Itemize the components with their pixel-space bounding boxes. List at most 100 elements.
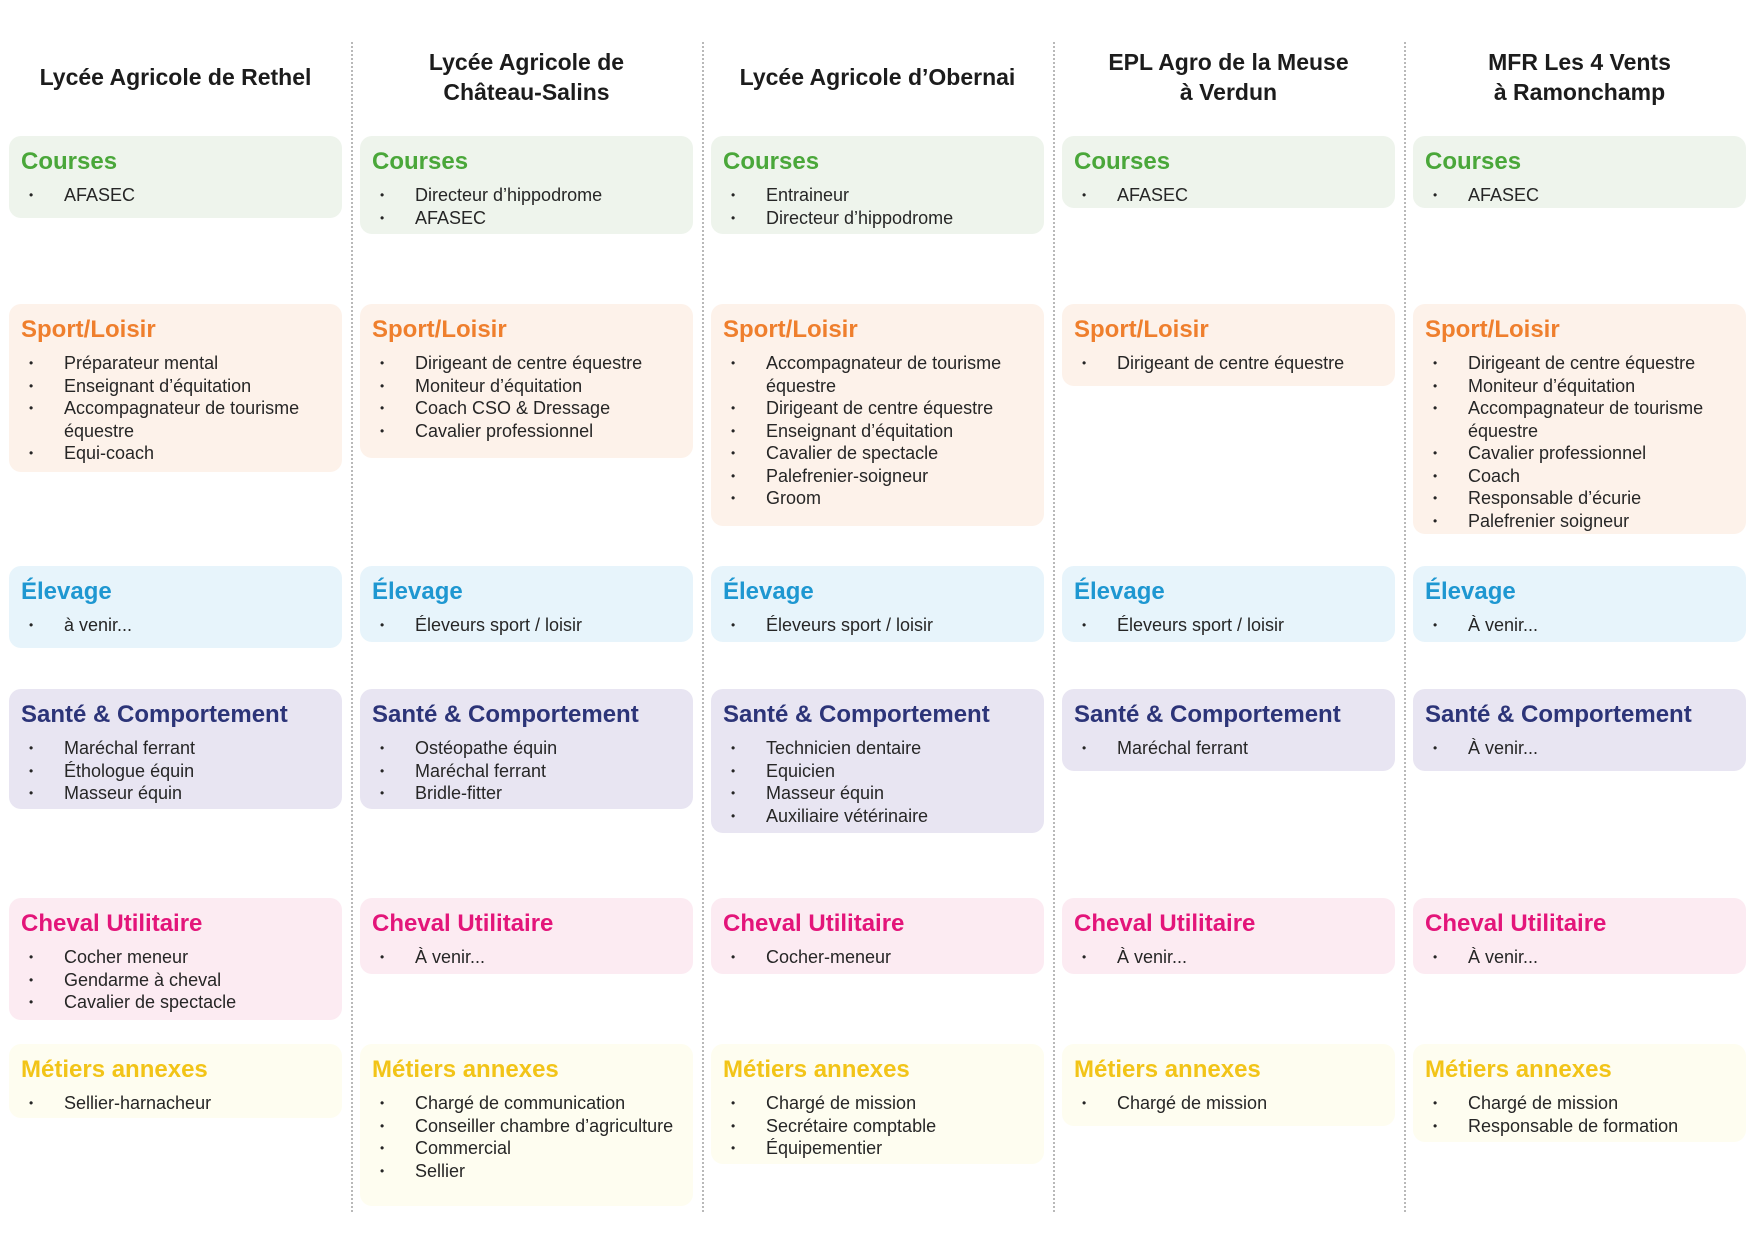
list-item: Conseiller chambre d’agriculture bbox=[380, 1115, 681, 1138]
list-item: Entraineur bbox=[731, 184, 1032, 207]
list-item: Maréchal ferrant bbox=[29, 737, 330, 760]
list-item: Directeur d’hippodrome bbox=[380, 184, 681, 207]
card-cheval-utilitaire: Cheval Utilitaire Cocher-meneur bbox=[711, 898, 1044, 974]
card-title-sport-loisir: Sport/Loisir bbox=[723, 316, 858, 343]
card-cheval-utilitaire: Cheval Utilitaire Cocher meneur Gendarme… bbox=[9, 898, 342, 1020]
list-item: Éleveurs sport / loisir bbox=[1082, 614, 1383, 637]
card-cheval-utilitaire: Cheval Utilitaire À venir... bbox=[360, 898, 693, 974]
card-title-elevage: Élevage bbox=[1425, 578, 1516, 605]
card-title-metiers-annexes: Métiers annexes bbox=[21, 1056, 208, 1083]
list-item: Technicien dentaire bbox=[731, 737, 1032, 760]
list-item: Chargé de mission bbox=[1433, 1092, 1734, 1115]
list-item: Équipementier bbox=[731, 1137, 1032, 1160]
list-item: Directeur d’hippodrome bbox=[731, 207, 1032, 230]
list-item: Responsable de formation bbox=[1433, 1115, 1734, 1138]
list-item: Dirigeant de centre équestre bbox=[380, 352, 681, 375]
card-courses: Courses AFASEC bbox=[1062, 136, 1395, 208]
list-item: Groom bbox=[731, 487, 1032, 510]
list-item: Accompagnateur de tourisme équestre bbox=[1433, 397, 1734, 442]
list-item: À venir... bbox=[1433, 614, 1734, 637]
card-courses: Courses Entraineur Directeur d’hippodrom… bbox=[711, 136, 1044, 234]
school-title: Lycée Agricole de Rethel bbox=[39, 64, 312, 90]
column-divider bbox=[702, 42, 704, 1212]
job-list: Maréchal ferrant Éthologue équin Masseur… bbox=[21, 737, 330, 805]
card-metiers-annexes: Métiers annexes Chargé de communication … bbox=[360, 1044, 693, 1206]
card-metiers-annexes: Métiers annexes Chargé de mission bbox=[1062, 1044, 1395, 1126]
list-item: Auxiliaire vétérinaire bbox=[731, 805, 1032, 828]
column-rethel: Lycée Agricole de Rethel Courses AFASEC … bbox=[9, 0, 342, 1240]
card-metiers-annexes: Métiers annexes Chargé de mission Secrét… bbox=[711, 1044, 1044, 1164]
card-elevage: Élevage Éleveurs sport / loisir bbox=[711, 566, 1044, 642]
card-sante-comportement: Santé & Comportement Ostéopathe équin Ma… bbox=[360, 689, 693, 809]
list-item: AFASEC bbox=[1433, 184, 1734, 207]
list-item: À venir... bbox=[1433, 737, 1734, 760]
card-courses: Courses AFASEC bbox=[9, 136, 342, 218]
card-title-sport-loisir: Sport/Loisir bbox=[372, 316, 507, 343]
list-item: AFASEC bbox=[1082, 184, 1383, 207]
card-title-sport-loisir: Sport/Loisir bbox=[1425, 316, 1560, 343]
card-title-sante-comportement: Santé & Comportement bbox=[723, 701, 990, 728]
list-item: Enseignant d’équitation bbox=[731, 420, 1032, 443]
list-item: Chargé de communication bbox=[380, 1092, 681, 1115]
list-item: Equi-coach bbox=[29, 442, 330, 465]
card-cheval-utilitaire: Cheval Utilitaire À venir... bbox=[1062, 898, 1395, 974]
job-list: Éleveurs sport / loisir bbox=[1074, 614, 1383, 637]
card-elevage: Élevage à venir... bbox=[9, 566, 342, 648]
card-cheval-utilitaire: Cheval Utilitaire À venir... bbox=[1413, 898, 1746, 974]
job-list: À venir... bbox=[1425, 737, 1734, 760]
school-title: MFR Les 4 Vents à Ramonchamp bbox=[1488, 49, 1671, 105]
list-item: Moniteur d’équitation bbox=[1433, 375, 1734, 398]
card-elevage: Élevage Éleveurs sport / loisir bbox=[360, 566, 693, 642]
job-list: Chargé de mission Responsable de formati… bbox=[1425, 1092, 1734, 1137]
card-title-metiers-annexes: Métiers annexes bbox=[372, 1056, 559, 1083]
card-title-cheval-utilitaire: Cheval Utilitaire bbox=[372, 910, 554, 937]
job-list: Chargé de mission bbox=[1074, 1092, 1383, 1115]
list-item: Responsable d’écurie bbox=[1433, 487, 1734, 510]
job-list: Éleveurs sport / loisir bbox=[723, 614, 1032, 637]
card-courses: Courses AFASEC bbox=[1413, 136, 1746, 208]
card-sante-comportement: Santé & Comportement Maréchal ferrant Ét… bbox=[9, 689, 342, 809]
list-item: Éleveurs sport / loisir bbox=[380, 614, 681, 637]
card-title-elevage: Élevage bbox=[372, 578, 463, 605]
card-title-elevage: Élevage bbox=[21, 578, 112, 605]
list-item: AFASEC bbox=[380, 207, 681, 230]
column-obernai: Lycée Agricole d’Obernai Courses Entrain… bbox=[711, 0, 1044, 1240]
card-title-sante-comportement: Santé & Comportement bbox=[21, 701, 288, 728]
job-list: Sellier-harnacheur bbox=[21, 1092, 330, 1115]
job-list: AFASEC bbox=[1074, 184, 1383, 207]
list-item: À venir... bbox=[1082, 946, 1383, 969]
card-sport-loisir: Sport/Loisir Préparateur mental Enseigna… bbox=[9, 304, 342, 472]
card-sport-loisir: Sport/Loisir Dirigeant de centre équestr… bbox=[1062, 304, 1395, 386]
job-list: Chargé de mission Secrétaire comptable É… bbox=[723, 1092, 1032, 1160]
card-title-metiers-annexes: Métiers annexes bbox=[1425, 1056, 1612, 1083]
list-item: Commercial bbox=[380, 1137, 681, 1160]
card-title-courses: Courses bbox=[372, 148, 469, 175]
card-metiers-annexes: Métiers annexes Sellier-harnacheur bbox=[9, 1044, 342, 1118]
card-title-courses: Courses bbox=[1074, 148, 1171, 175]
list-item: Accompagnateur de tourisme équestre bbox=[731, 352, 1032, 397]
list-item: Éthologue équin bbox=[29, 760, 330, 783]
list-item: Palefrenier-soigneur bbox=[731, 465, 1032, 488]
card-title-courses: Courses bbox=[21, 148, 118, 175]
list-item: à venir... bbox=[29, 614, 330, 637]
job-list: Éleveurs sport / loisir bbox=[372, 614, 681, 637]
column-divider bbox=[1404, 42, 1406, 1212]
job-list: À venir... bbox=[372, 946, 681, 969]
card-sport-loisir: Sport/Loisir Accompagnateur de tourisme … bbox=[711, 304, 1044, 526]
card-title-cheval-utilitaire: Cheval Utilitaire bbox=[1425, 910, 1607, 937]
list-item: Masseur équin bbox=[29, 782, 330, 805]
job-list: Entraineur Directeur d’hippodrome bbox=[723, 184, 1032, 229]
job-list: À venir... bbox=[1425, 946, 1734, 969]
list-item: À venir... bbox=[1433, 946, 1734, 969]
list-item: Cavalier professionnel bbox=[380, 420, 681, 443]
card-sante-comportement: Santé & Comportement Technicien dentaire… bbox=[711, 689, 1044, 833]
list-item: Cavalier de spectacle bbox=[731, 442, 1032, 465]
job-list: Maréchal ferrant bbox=[1074, 737, 1383, 760]
job-list: Ostéopathe équin Maréchal ferrant Bridle… bbox=[372, 737, 681, 805]
list-item: Masseur équin bbox=[731, 782, 1032, 805]
card-title-elevage: Élevage bbox=[723, 578, 814, 605]
list-item: Maréchal ferrant bbox=[380, 760, 681, 783]
list-item: Sellier-harnacheur bbox=[29, 1092, 330, 1115]
job-list: Directeur d’hippodrome AFASEC bbox=[372, 184, 681, 229]
job-list: Dirigeant de centre équestre Moniteur d’… bbox=[372, 352, 681, 442]
